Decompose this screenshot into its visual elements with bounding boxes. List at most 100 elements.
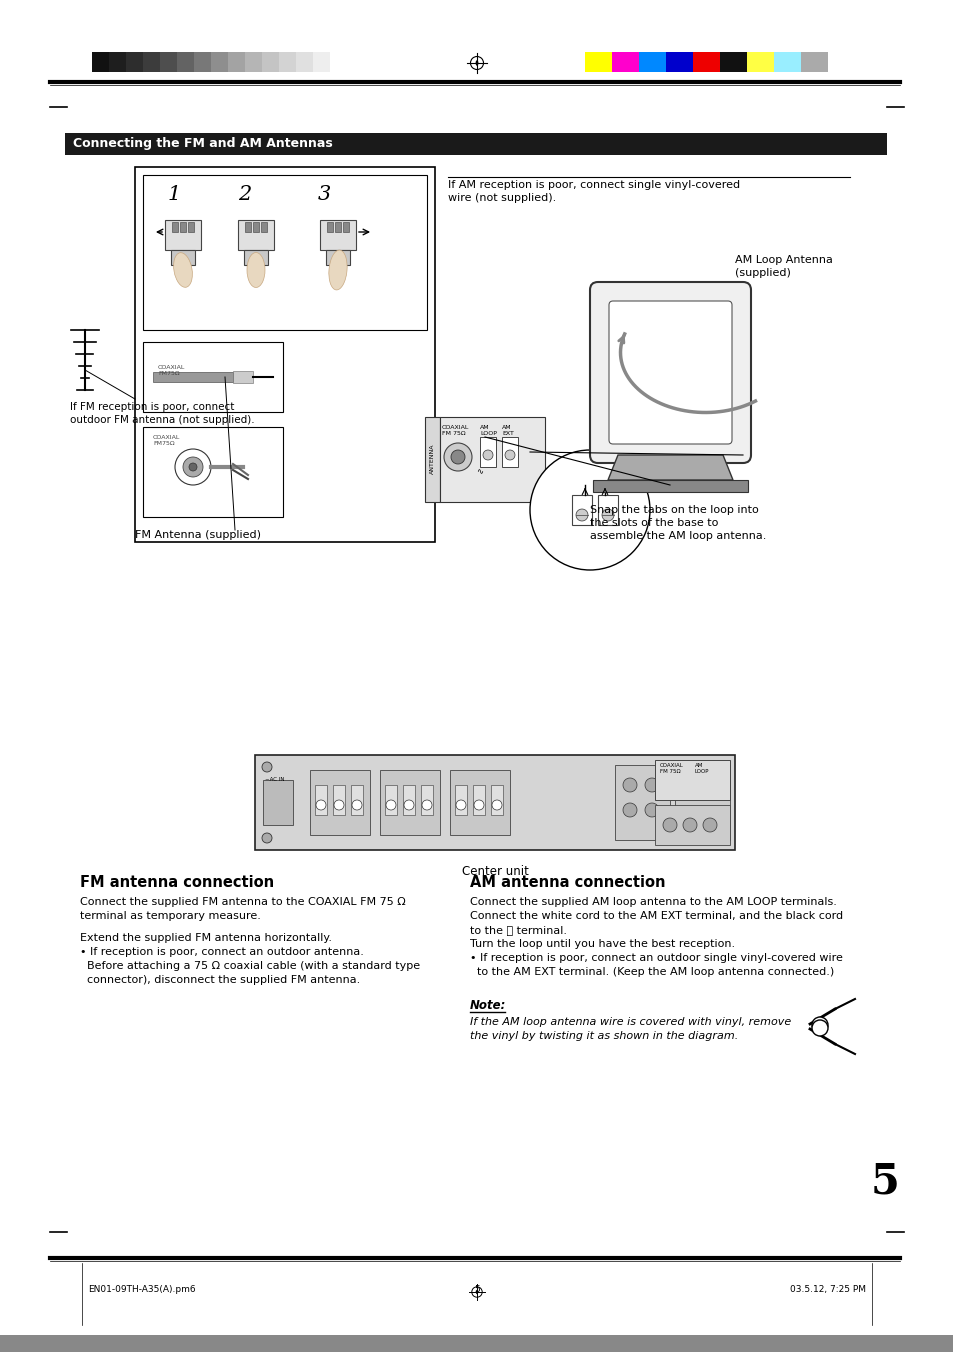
Circle shape (811, 1017, 827, 1033)
Text: EXT: EXT (501, 431, 514, 435)
Circle shape (443, 443, 472, 470)
Circle shape (352, 800, 361, 810)
Bar (491, 786, 502, 815)
Circle shape (718, 833, 727, 844)
Bar (326, 250, 350, 265)
Bar (244, 250, 268, 265)
Text: AM antenna connection: AM antenna connection (470, 875, 665, 890)
FancyBboxPatch shape (608, 301, 731, 443)
Bar (314, 786, 327, 815)
Text: to the AM EXT terminal. (Keep the AM loop antenna connected.): to the AM EXT terminal. (Keep the AM loo… (470, 967, 833, 977)
Bar (193, 51, 211, 72)
Ellipse shape (173, 253, 193, 288)
Text: the vinyl by twisting it as shown in the diagram.: the vinyl by twisting it as shown in the… (470, 1032, 738, 1041)
Bar (109, 51, 126, 72)
Circle shape (700, 781, 719, 799)
Bar (612, 51, 639, 72)
Ellipse shape (589, 780, 599, 830)
Bar (615, 765, 669, 840)
Circle shape (474, 800, 483, 810)
Bar (188, 222, 193, 233)
Bar (143, 427, 283, 516)
Circle shape (262, 833, 272, 844)
Ellipse shape (247, 253, 265, 288)
Bar (773, 51, 801, 72)
Bar (335, 222, 340, 233)
Bar (65, 132, 886, 155)
Bar (598, 495, 618, 525)
Text: FM 75Ω: FM 75Ω (659, 769, 679, 773)
Circle shape (811, 1019, 827, 1036)
Bar (675, 765, 729, 840)
Bar (177, 51, 193, 72)
Text: LOOP: LOOP (695, 769, 709, 773)
Bar (351, 786, 363, 815)
Polygon shape (607, 456, 732, 480)
Text: 5: 5 (870, 1160, 899, 1202)
Bar (333, 786, 345, 815)
Bar (143, 174, 427, 330)
Text: Extend the supplied FM antenna horizontally.: Extend the supplied FM antenna horizonta… (80, 933, 332, 942)
Bar (455, 786, 467, 815)
Text: FM75Ω: FM75Ω (158, 370, 179, 376)
Bar (254, 754, 734, 850)
Text: COAXIAL: COAXIAL (158, 365, 185, 370)
Text: LOOP: LOOP (479, 431, 497, 435)
Bar (310, 771, 370, 836)
Text: Connect the supplied AM loop antenna to the AM LOOP terminals.: Connect the supplied AM loop antenna to … (470, 896, 836, 907)
Circle shape (189, 462, 196, 470)
Circle shape (492, 800, 501, 810)
Text: the slots of the base to: the slots of the base to (589, 518, 718, 529)
Circle shape (456, 800, 465, 810)
Text: Before attaching a 75 Ω coaxial cable (with a standard type: Before attaching a 75 Ω coaxial cable (w… (80, 961, 419, 971)
Text: wire (not supplied).: wire (not supplied). (448, 193, 556, 203)
Text: FM75Ω: FM75Ω (152, 441, 174, 446)
Text: COAXIAL: COAXIAL (152, 435, 180, 439)
Ellipse shape (541, 780, 552, 830)
Bar (319, 220, 355, 250)
Bar (593, 480, 747, 492)
Text: ∿: ∿ (476, 466, 482, 476)
Circle shape (386, 800, 395, 810)
Bar (424, 416, 439, 502)
Bar (720, 51, 746, 72)
Text: AM: AM (479, 425, 489, 430)
Bar (143, 342, 283, 412)
Circle shape (451, 450, 464, 464)
Circle shape (702, 818, 717, 831)
Ellipse shape (476, 1290, 477, 1294)
Text: COAXIAL: COAXIAL (441, 425, 469, 430)
Text: EN01-09TH-A35(A).pm6: EN01-09TH-A35(A).pm6 (88, 1284, 195, 1294)
Bar (262, 51, 278, 72)
Bar (692, 51, 720, 72)
Text: ANTENNA: ANTENNA (429, 443, 434, 475)
Text: AM Loop Antenna: AM Loop Antenna (734, 256, 832, 265)
Text: (supplied): (supplied) (734, 268, 790, 279)
Bar (343, 222, 349, 233)
Bar (261, 222, 267, 233)
Bar (91, 51, 109, 72)
Bar (263, 780, 293, 825)
Bar (327, 222, 333, 233)
Bar (330, 51, 347, 72)
Text: terminal as temporary measure.: terminal as temporary measure. (80, 911, 260, 921)
Text: outdoor FM antenna (not supplied).: outdoor FM antenna (not supplied). (70, 415, 254, 425)
Bar (160, 51, 177, 72)
Text: FM antenna connection: FM antenna connection (80, 875, 274, 890)
Bar (126, 51, 143, 72)
Bar (237, 220, 274, 250)
Text: • If reception is poor, connect an outdoor antenna.: • If reception is poor, connect an outdo… (80, 946, 363, 957)
Text: to the Ⓟ terminal.: to the Ⓟ terminal. (470, 925, 566, 936)
Bar (439, 416, 544, 502)
Ellipse shape (476, 61, 477, 66)
Bar (165, 220, 201, 250)
Text: If FM reception is poor, connect: If FM reception is poor, connect (70, 402, 234, 412)
Ellipse shape (554, 780, 563, 830)
Bar (655, 804, 729, 845)
FancyBboxPatch shape (589, 283, 750, 462)
Bar (665, 51, 692, 72)
Text: FM Antenna (supplied): FM Antenna (supplied) (135, 530, 261, 539)
Bar (450, 771, 510, 836)
Text: assemble the AM loop antenna.: assemble the AM loop antenna. (589, 531, 765, 541)
Text: • If reception is poor, connect an outdoor single vinyl-covered wire: • If reception is poor, connect an outdo… (470, 953, 842, 963)
